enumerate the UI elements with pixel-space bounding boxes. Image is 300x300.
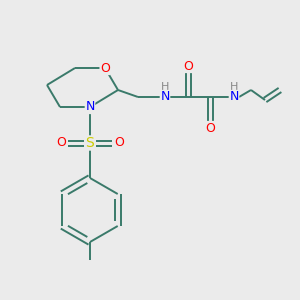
Text: O: O (183, 59, 193, 73)
Text: N: N (160, 91, 170, 103)
Text: O: O (100, 61, 110, 74)
Text: H: H (161, 82, 169, 92)
Text: N: N (229, 91, 239, 103)
Text: O: O (114, 136, 124, 149)
Text: N: N (85, 100, 95, 113)
Text: H: H (230, 82, 238, 92)
Text: O: O (205, 122, 215, 134)
Text: O: O (56, 136, 66, 149)
Text: S: S (85, 136, 94, 150)
